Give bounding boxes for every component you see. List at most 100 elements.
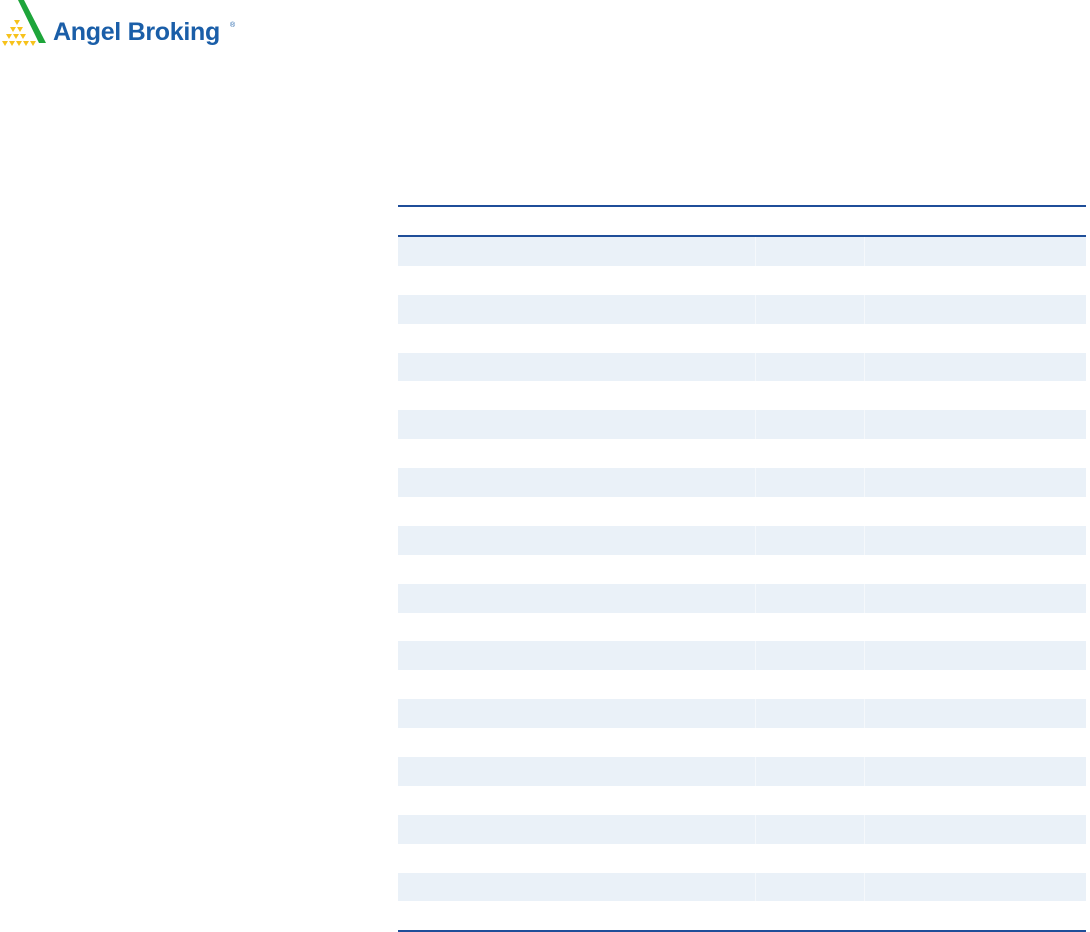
data-table [398,205,1086,932]
table-cell [864,410,1086,440]
table-row [398,699,1086,729]
table-cell [863,555,1086,584]
table-row [398,324,1086,353]
table-cell [864,872,1086,902]
table-bottom-rule [398,930,1086,932]
logo-wordmark: Angel Broking [53,18,220,46]
table-row [398,266,1086,295]
table-row [398,410,1086,440]
table-cell [398,468,755,497]
table-cell [863,381,1086,410]
table-cell [398,324,755,353]
table-cell [755,641,864,671]
table-cell [755,525,864,555]
table-row [398,641,1086,671]
table-cell [755,844,863,873]
table-cell [863,901,1086,930]
table-header [398,207,1086,235]
table-row [398,872,1086,902]
table-cell [864,352,1086,382]
table-cell [398,670,755,699]
table-cell [755,294,864,324]
table-cell [398,295,755,324]
table-cell [755,670,863,699]
table-cell [864,641,1086,671]
table-cell [864,583,1086,613]
table-cell [398,728,755,757]
table-cell [398,873,755,902]
table-cell [398,410,755,439]
table-row [398,294,1086,324]
table-row [398,381,1086,410]
table-cell [398,555,755,584]
table-cell [398,353,755,382]
table-cell [755,699,864,729]
table-row [398,439,1086,468]
table-row [398,237,1086,266]
table-row [398,613,1086,642]
table-row [398,786,1086,815]
table-cell [755,497,863,526]
table-cell [863,439,1086,468]
table-cell [398,699,755,728]
logo-triangle-icon [2,0,46,46]
table-cell [398,266,755,295]
table-row [398,555,1086,584]
angel-broking-logo: Angel Broking ® [0,0,250,50]
table-cell [863,728,1086,757]
table-cell [398,381,755,410]
table-row [398,468,1086,498]
table-cell [755,757,864,786]
table-cell [398,497,755,526]
table-cell [863,324,1086,353]
table-row [398,728,1086,757]
table-cell [755,439,863,468]
registered-mark: ® [230,22,236,29]
table-cell [755,381,863,410]
table-cell [398,439,755,468]
table-cell [863,266,1086,295]
table-cell [863,613,1086,642]
table-cell [863,497,1086,526]
table-cell [864,294,1086,324]
table-row [398,497,1086,526]
table-cell [398,641,755,670]
table-row [398,757,1086,786]
table-cell [864,525,1086,555]
table-cell [864,468,1086,498]
table-cell [755,728,863,757]
table-cell [398,613,755,642]
table-cell [755,352,864,382]
table-row [398,901,1086,930]
table-cell [755,468,864,498]
table-cell [398,584,755,613]
table-cell [398,757,755,786]
table-cell [863,786,1086,815]
table-cell [755,555,863,584]
table-cell [398,526,755,555]
table-top-rule [398,205,1086,207]
table-header-rule [398,235,1086,237]
table-cell [398,815,755,844]
table-cell [755,872,864,902]
table-cell [864,814,1086,844]
table-cell [863,844,1086,873]
table-cell [755,786,863,815]
table-row [398,844,1086,873]
table-body [398,237,1086,930]
table-cell [398,901,755,930]
table-cell [755,266,863,295]
table-cell [755,901,863,930]
table-row [398,583,1086,613]
table-cell [755,583,864,613]
table-cell [755,613,863,642]
table-cell [864,757,1086,786]
table-cell [864,699,1086,729]
table-cell [755,324,863,353]
table-cell [864,237,1086,266]
table-cell [755,410,864,440]
table-row [398,352,1086,382]
table-cell [398,786,755,815]
table-row [398,670,1086,699]
table-row [398,525,1086,555]
